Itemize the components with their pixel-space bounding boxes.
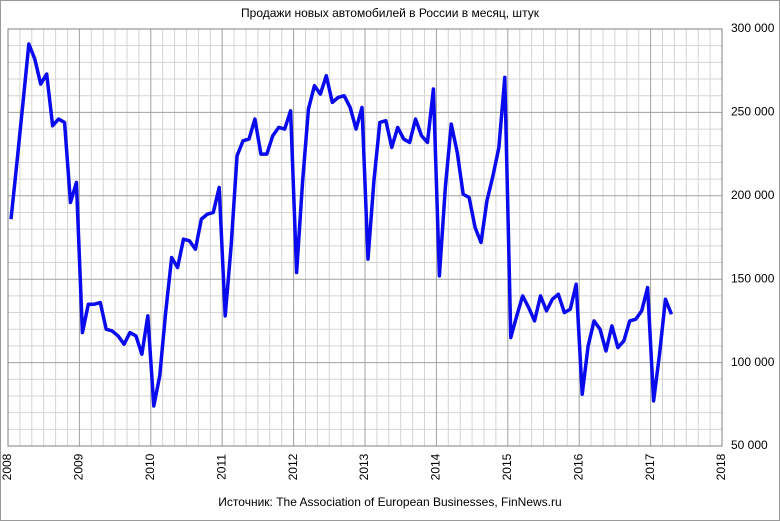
x-tick-label: 2015 (500, 453, 514, 480)
x-tick-label: 2009 (72, 453, 86, 480)
x-tick-label: 2018 (714, 453, 728, 480)
x-tick-label: 2012 (286, 453, 300, 480)
y-tick-label: 150 000 (731, 271, 775, 285)
x-tick-label: 2014 (429, 453, 443, 480)
x-tick-label: 2013 (357, 453, 371, 480)
plot-border (7, 28, 723, 447)
x-tick-label: 2016 (571, 453, 585, 480)
x-tick-label: 2011 (214, 454, 228, 480)
grid (7, 28, 723, 447)
y-tick-label: 100 000 (731, 355, 775, 369)
series-line (9, 42, 674, 408)
x-tick-label: 2008 (0, 453, 14, 480)
y-tick-label: 250 000 (731, 105, 775, 119)
y-tick-label: 50 000 (731, 438, 768, 452)
x-tick-label: 2010 (143, 453, 157, 480)
x-tick-label: 2017 (643, 453, 657, 480)
y-tick-label: 300 000 (731, 21, 775, 35)
chart-title: Продажи новых автомобилей в России в мес… (241, 6, 540, 20)
source: Источник: The Association of European Bu… (218, 495, 561, 509)
y-tick-label: 200 000 (731, 188, 775, 202)
